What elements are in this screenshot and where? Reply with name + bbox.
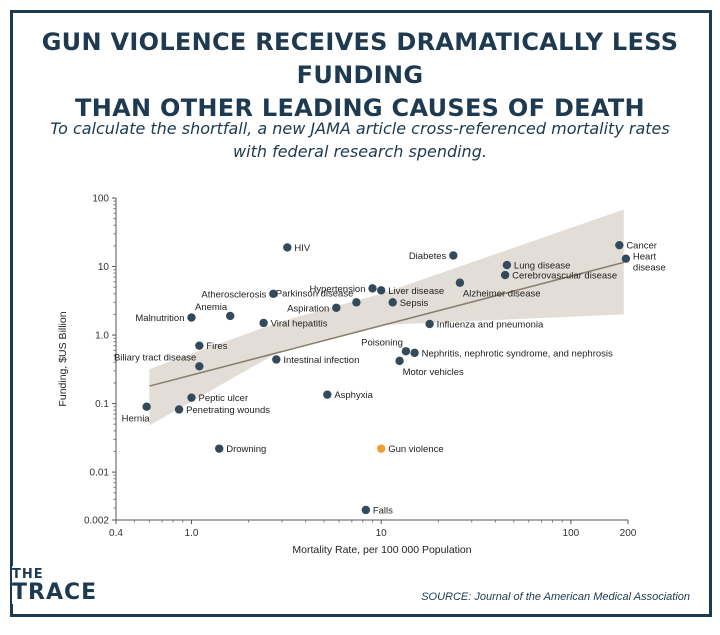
point-heart-disease	[621, 254, 631, 263]
x-axis-label: Mortality Rate, per 100 000 Population	[292, 544, 471, 556]
point-label-drowning: Drowning	[226, 444, 266, 455]
source-note: SOURCE: Journal of the American Medical …	[421, 591, 690, 603]
point-label-falls: Falls	[373, 505, 393, 516]
x-tick-label: 10	[376, 528, 388, 539]
point-cerebrovascular-disease	[500, 270, 510, 280]
x-tick-label: 100	[563, 528, 580, 539]
point-peptic-ulcer	[187, 393, 196, 402]
point-label-gun-violence: Gun violence	[388, 444, 443, 455]
point-sepsis	[388, 298, 397, 307]
point-label-diabetes: Diabetes	[409, 251, 447, 262]
logo-line-1: THE	[12, 567, 44, 582]
point-label-hypertension: Hypertension	[310, 284, 366, 295]
y-tick-label: 0.002	[84, 516, 109, 527]
point-influenza-and-pneumonia	[425, 319, 434, 329]
chart-title: GUN VIOLENCE RECEIVES DRAMATICALLY LESS …	[0, 26, 720, 125]
chart-subtitle: To calculate the shortfall, a new JAMA a…	[0, 117, 720, 163]
trend-line-layer	[149, 261, 624, 387]
point-label-cerebrovascular-disease: Cerebrovascular disease	[512, 271, 617, 282]
point-drowning	[215, 444, 224, 453]
point-parkinson-disease	[352, 298, 361, 307]
point-label-atherosclerosis: Atherosclerosis	[201, 289, 266, 300]
point-biliary-tract-disease	[195, 362, 204, 371]
x-tick-label: 0.4	[109, 528, 123, 539]
point-alzheimer-disease	[455, 278, 465, 287]
point-label-influenza-and-pneumonia: Influenza and pneumonia	[437, 319, 544, 330]
trend-line	[149, 261, 624, 387]
point-falls	[361, 505, 371, 515]
point-label-cancer: Cancer	[626, 241, 657, 252]
point-nephritis-nephrotic-syndrome-and-nephrosis	[410, 348, 419, 358]
point-label-malnutrition: Malnutrition	[135, 313, 184, 324]
point-label-sepsis: Sepsis	[400, 298, 429, 309]
y-axis-label: Funding, $US Billion	[57, 311, 69, 406]
logo-line-2: TRACE	[12, 580, 98, 605]
point-malnutrition	[187, 313, 196, 322]
point-label-peptic-ulcer: Peptic ulcer	[198, 393, 248, 404]
point-label-hernia: Hernia	[122, 414, 151, 425]
point-label-liver-disease: Liver disease	[388, 286, 444, 297]
point-penetrating-wounds	[174, 405, 184, 414]
the-trace-logo: THE TRACE	[12, 566, 102, 605]
point-atherosclerosis	[269, 289, 278, 298]
point-label-anemia: Anemia	[195, 302, 228, 313]
point-label-alzheimer-disease: Alzheimer disease	[463, 289, 541, 300]
subtitle-line-2: with federal research spending.	[233, 142, 487, 161]
point-label-asphyxia: Asphyxia	[334, 390, 373, 401]
point-hypertension	[368, 284, 377, 293]
point-label-intestinal-infection: Intestinal infection	[283, 355, 359, 366]
point-label-viral-hepatitis: Viral hepatitis	[271, 318, 328, 329]
y-tick-label: 0.01	[90, 468, 110, 479]
point-poisoning	[401, 347, 411, 356]
point-label-hiv: HIV	[294, 243, 311, 254]
point-hernia	[142, 402, 151, 411]
point-label-motor-vehicles: Motor vehicles	[403, 367, 464, 378]
point-label-parkinson-disease: Parkinson disease	[276, 288, 354, 299]
title-line-1: GUN VIOLENCE RECEIVES DRAMATICALLY LESS …	[41, 28, 679, 89]
point-diabetes	[449, 251, 458, 260]
x-tick-label: 200	[620, 528, 637, 539]
point-aspiration	[332, 303, 341, 312]
y-tick-label: 1.0	[95, 331, 109, 342]
x-tick-label: 1.0	[185, 528, 199, 539]
y-tick-label: 10	[98, 262, 110, 273]
point-label-lung-disease: Lung disease	[514, 261, 571, 272]
point-motor-vehicles	[395, 356, 404, 366]
point-label-poisoning: Poisoning	[361, 337, 403, 348]
title-line-2: THAN OTHER LEADING CAUSES OF DEATH	[75, 94, 645, 122]
y-tick-label: 0.1	[95, 399, 109, 410]
point-cancer	[615, 240, 624, 250]
point-viral-hepatitis	[259, 318, 268, 328]
point-label-biliary-tract-disease: Biliary tract disease	[114, 352, 196, 363]
point-asphyxia	[323, 390, 332, 399]
point-intestinal-infection	[272, 355, 281, 364]
point-label-aspiration: Aspiration	[287, 303, 329, 314]
point-label-penetrating-wounds: Penetrating wounds	[186, 405, 270, 416]
point-label-fires: Fires	[206, 341, 227, 352]
point-lung-disease	[502, 260, 512, 270]
point-liver-disease	[376, 286, 386, 295]
subtitle-line-1: To calculate the shortfall, a new JAMA a…	[50, 119, 670, 138]
point-gun-violence	[376, 444, 386, 453]
y-tick-label: 100	[92, 194, 109, 205]
point-label-heart-disease: Heart disease	[633, 252, 666, 274]
point-hiv	[283, 243, 292, 252]
point-label-nephritis-nephrotic-syndrome-and-nephrosis: Nephritis, nephrotic syndrome, and nephr…	[422, 348, 613, 359]
point-fires	[195, 341, 204, 350]
point-anemia	[226, 311, 235, 321]
